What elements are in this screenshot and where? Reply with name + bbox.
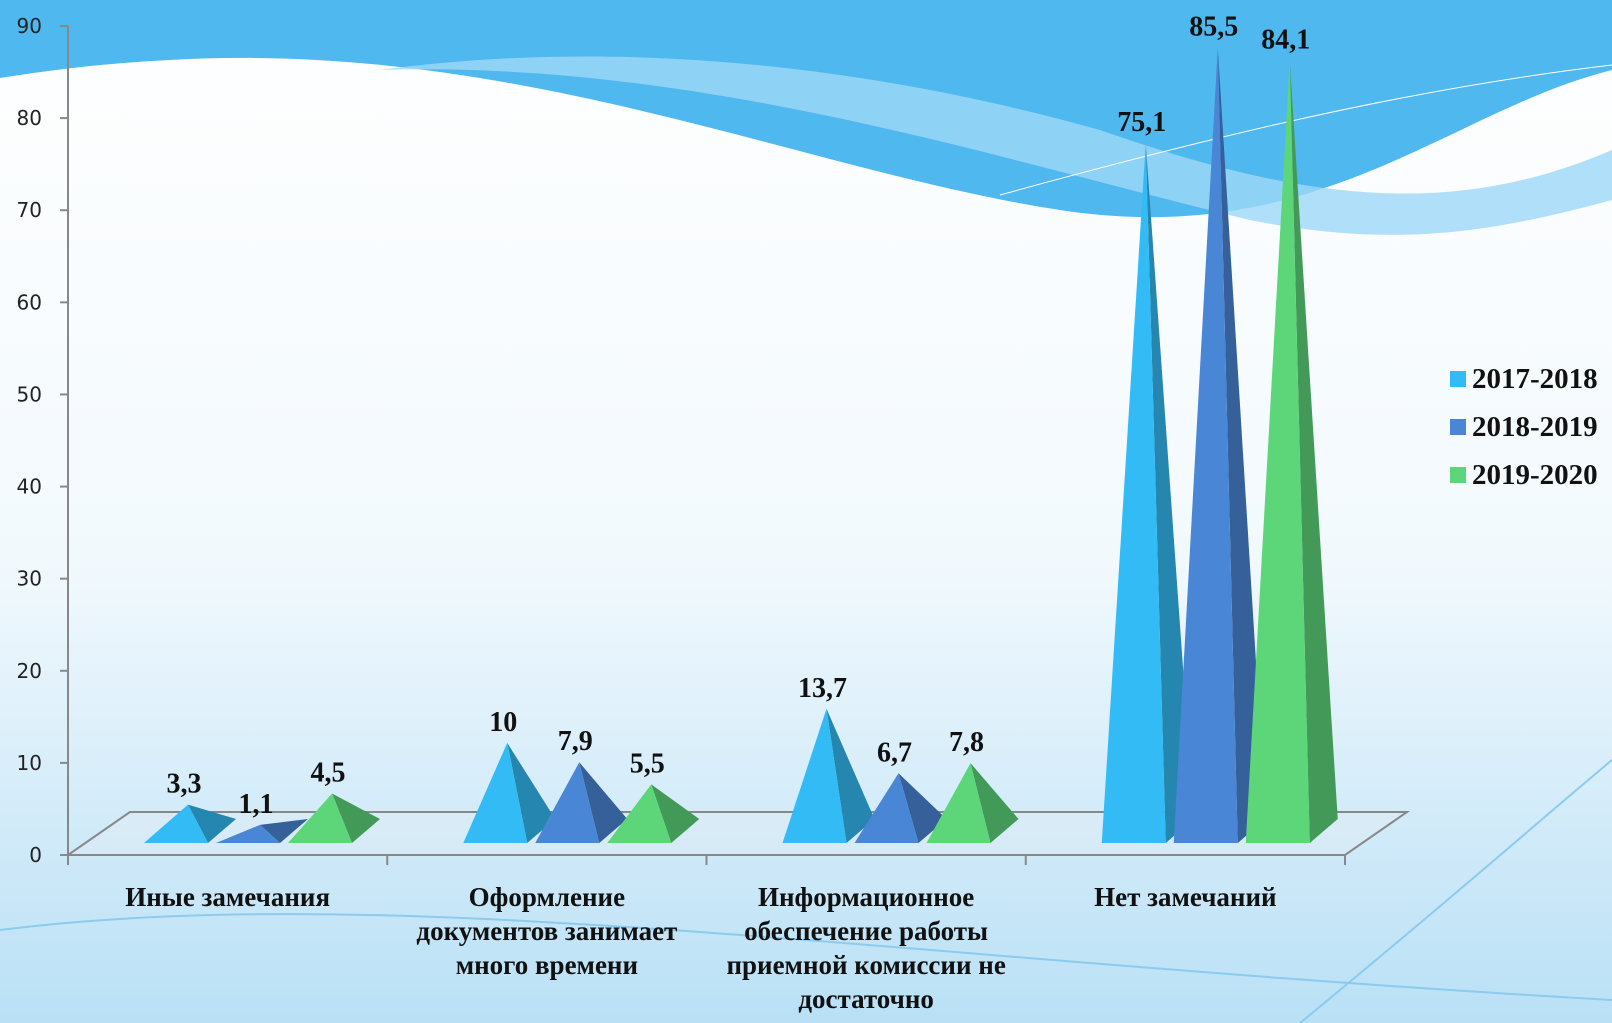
pyramid-front — [1245, 60, 1310, 843]
y-tick-label: 60 — [17, 290, 42, 314]
pyramid-side — [970, 763, 1019, 843]
pyramid-front — [535, 762, 600, 843]
pyramid-front — [1173, 47, 1238, 843]
wave-line — [0, 913, 1612, 1001]
legend-label: 2018-2019 — [1472, 411, 1598, 443]
value-label: 75,1 — [1117, 107, 1166, 138]
y-tick-label: 70 — [17, 198, 42, 222]
pyramid — [1101, 143, 1194, 844]
pyramid-side — [1145, 143, 1194, 844]
y-tick-label: 40 — [17, 475, 42, 499]
wave — [380, 56, 1612, 235]
pyramid-front — [926, 763, 991, 843]
pyramid-front — [463, 742, 528, 843]
value-label: 4,5 — [311, 758, 346, 789]
pyramid-side — [507, 742, 556, 843]
pyramid — [535, 762, 628, 843]
pyramid-side — [826, 708, 875, 843]
wave-line — [999, 64, 1612, 196]
value-label: 13,7 — [798, 673, 847, 704]
pyramid-side — [260, 819, 308, 843]
pyramid-side — [188, 804, 236, 843]
pyramid-side — [579, 762, 628, 843]
legend-label: 2017-2018 — [1472, 363, 1598, 395]
pyramid — [1245, 60, 1338, 843]
y-tick-label: 0 — [29, 843, 42, 867]
pyramid — [216, 819, 308, 843]
y-tick-label: 20 — [17, 659, 42, 683]
value-label: 1,1 — [239, 789, 274, 820]
y-tick-label: 80 — [17, 106, 42, 130]
pyramid — [1173, 47, 1266, 843]
legend-swatch — [1450, 419, 1466, 435]
pyramid-front — [854, 773, 919, 843]
value-label: 10 — [489, 707, 517, 738]
value-label: 5,5 — [630, 748, 665, 779]
pyramid-front — [288, 793, 352, 843]
pyramid-front — [144, 804, 208, 843]
value-label: 3,3 — [167, 769, 202, 800]
value-label: 6,7 — [877, 737, 912, 768]
pyramid — [607, 784, 700, 843]
legend-swatch — [1450, 371, 1466, 387]
legend-label: 2019-2020 — [1472, 459, 1598, 491]
pyramid-side — [332, 793, 380, 843]
pyramid-front — [1101, 143, 1166, 844]
pyramid-side — [1217, 47, 1266, 843]
pyramid-side — [651, 784, 700, 843]
pyramid-side — [1289, 60, 1338, 843]
y-tick-label: 30 — [17, 567, 42, 591]
floor — [64, 811, 1411, 856]
pyramid-front — [607, 784, 672, 843]
pyramid — [463, 742, 556, 843]
y-tick-label: 10 — [17, 751, 42, 775]
pyramid — [782, 708, 875, 843]
legend-swatch — [1450, 467, 1466, 483]
value-label: 84,1 — [1261, 24, 1310, 55]
value-label: 85,5 — [1189, 11, 1238, 42]
x-tick-label: Иные замечания — [125, 882, 331, 912]
y-tick-label: 50 — [17, 382, 42, 406]
x-tick-label: Нет замечаний — [1094, 882, 1277, 912]
wave-line — [1299, 759, 1612, 1023]
value-label: 7,8 — [949, 727, 984, 758]
pyramid — [144, 804, 236, 843]
pyramid — [288, 793, 380, 843]
value-label: 7,9 — [558, 726, 593, 757]
pyramid — [854, 773, 947, 843]
x-tick-label: Оформление документов занимает много вре… — [416, 882, 678, 980]
pyramid-side — [898, 773, 947, 843]
pyramid-front — [782, 708, 847, 843]
x-tick-label: Информационное обеспечение работы приемн… — [726, 882, 1006, 1014]
pyramid — [926, 763, 1019, 843]
y-tick-label: 90 — [17, 14, 42, 38]
pyramid-front — [216, 824, 280, 843]
